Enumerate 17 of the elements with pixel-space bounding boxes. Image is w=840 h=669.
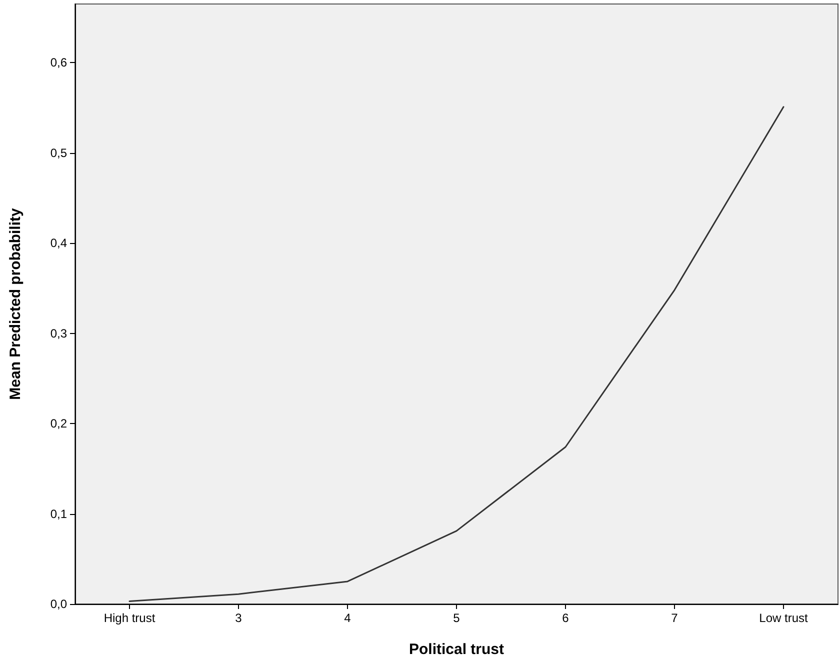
x-tick-label: 3: [235, 611, 242, 625]
x-tick-label: 5: [453, 611, 460, 625]
y-tick-label: 0,1: [50, 506, 68, 521]
y-tick-label: 0,3: [50, 326, 68, 340]
x-tick-label: 7: [671, 611, 678, 625]
y-tick-label: 0,0: [50, 597, 68, 611]
y-tick-label: 0,6: [50, 56, 68, 70]
x-tick-label: Low trust: [759, 611, 809, 625]
y-tick-label: 0,5: [50, 146, 68, 160]
x-tick-label: 6: [562, 611, 570, 625]
y-tick-label: 0,4: [50, 236, 68, 250]
x-axis-title: Political trust: [408, 641, 504, 658]
x-tick-label: High trust: [104, 611, 156, 625]
y-tick-label: 0,2: [50, 416, 68, 431]
line-series: [128, 106, 784, 602]
x-tick-label: 4: [344, 611, 352, 625]
y-axis-title: Mean Predicted probability: [7, 208, 24, 400]
